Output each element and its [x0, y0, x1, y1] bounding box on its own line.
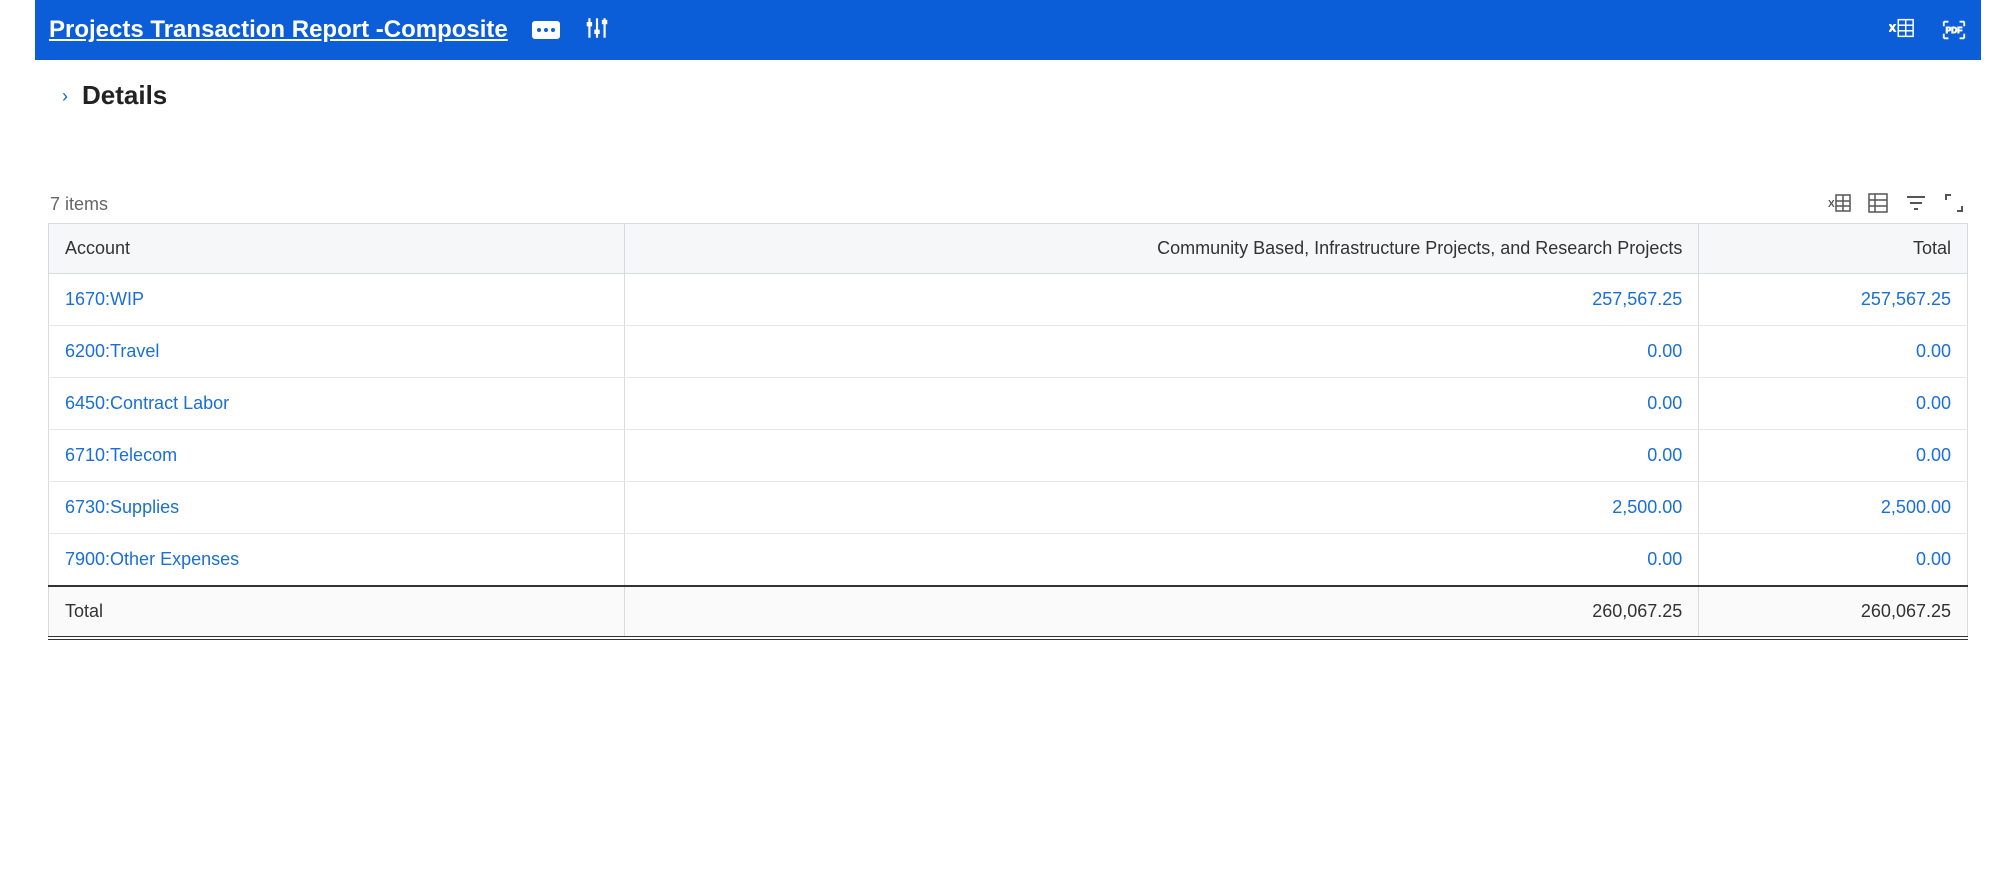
- total-value-cell[interactable]: 2,500.00: [1699, 482, 1968, 534]
- total-group-cell: 260,067.25: [624, 586, 1699, 638]
- table-row: 6450:Contract Labor 0.00 0.00: [49, 378, 1968, 430]
- export-excel-button[interactable]: X: [1889, 15, 1915, 46]
- pdf-icon: PDF: [1941, 17, 1967, 43]
- account-cell: 6710:Telecom: [49, 430, 625, 482]
- total-value: 0.00: [1916, 393, 1951, 413]
- table-header-row: Account Community Based, Infrastructure …: [49, 224, 1968, 274]
- item-count: 7 items: [50, 194, 108, 215]
- more-actions-button[interactable]: [532, 21, 560, 39]
- total-value-cell[interactable]: 0.00: [1699, 430, 1968, 482]
- group-value: 0.00: [1647, 549, 1682, 569]
- group-value-cell[interactable]: 2,500.00: [624, 482, 1699, 534]
- ellipsis-icon: [537, 28, 555, 32]
- table-export-excel-button[interactable]: X: [1828, 191, 1852, 215]
- group-value: 0.00: [1647, 341, 1682, 361]
- col-header-total[interactable]: Total: [1699, 224, 1968, 274]
- group-value-cell[interactable]: 257,567.25: [624, 274, 1699, 326]
- table-row: 7900:Other Expenses 0.00 0.00: [49, 534, 1968, 586]
- excel-icon: X: [1889, 15, 1915, 41]
- group-value-cell[interactable]: 0.00: [624, 534, 1699, 586]
- table-grid-options-button[interactable]: [1866, 191, 1890, 215]
- total-value: 2,500.00: [1881, 497, 1951, 517]
- total-value-cell[interactable]: 257,567.25: [1699, 274, 1968, 326]
- total-value-cell[interactable]: 0.00: [1699, 378, 1968, 430]
- table-row: 6200:Travel 0.00 0.00: [49, 326, 1968, 378]
- table-row: 6730:Supplies 2,500.00 2,500.00: [49, 482, 1968, 534]
- filter-settings-button[interactable]: [584, 15, 610, 46]
- group-value-cell[interactable]: 0.00: [624, 378, 1699, 430]
- account-cell: 7900:Other Expenses: [49, 534, 625, 586]
- account-link[interactable]: 6450:Contract Labor: [65, 393, 229, 413]
- table-toolbar: 7 items X: [48, 191, 1968, 223]
- filter-lines-icon: [1904, 191, 1928, 215]
- table-row: 6710:Telecom 0.00 0.00: [49, 430, 1968, 482]
- group-value: 0.00: [1647, 393, 1682, 413]
- grid-options-icon: [1866, 191, 1890, 215]
- total-value: 257,567.25: [1861, 289, 1951, 309]
- excel-small-icon: X: [1828, 191, 1852, 215]
- col-header-group[interactable]: Community Based, Infrastructure Projects…: [624, 224, 1699, 274]
- total-value-cell[interactable]: 0.00: [1699, 326, 1968, 378]
- account-link[interactable]: 6710:Telecom: [65, 445, 177, 465]
- account-cell: 1670:WIP: [49, 274, 625, 326]
- account-link[interactable]: 6730:Supplies: [65, 497, 179, 517]
- account-cell: 6450:Contract Labor: [49, 378, 625, 430]
- account-cell: 6200:Travel: [49, 326, 625, 378]
- group-value: 257,567.25: [1592, 289, 1682, 309]
- table-row: 1670:WIP 257,567.25 257,567.25: [49, 274, 1968, 326]
- expand-icon: [1942, 191, 1966, 215]
- report-table: Account Community Based, Infrastructure …: [48, 223, 1968, 640]
- group-value-cell[interactable]: 0.00: [624, 430, 1699, 482]
- group-value: 0.00: [1647, 445, 1682, 465]
- total-label-cell: Total: [49, 586, 625, 638]
- svg-text:X: X: [1889, 23, 1896, 34]
- sliders-icon: [584, 15, 610, 41]
- total-value: 0.00: [1916, 549, 1951, 569]
- table-total-row: Total260,067.25260,067.25: [49, 586, 1968, 638]
- total-value: 0.00: [1916, 445, 1951, 465]
- report-title-link[interactable]: Projects Transaction Report -Composite: [49, 16, 508, 44]
- details-heading: Details: [82, 80, 167, 111]
- total-total-cell: 260,067.25: [1699, 586, 1968, 638]
- chevron-right-icon: ›: [62, 87, 68, 105]
- group-value: 2,500.00: [1612, 497, 1682, 517]
- report-header-bar: Projects Transaction Report -Composite X: [35, 0, 1981, 60]
- table-fullscreen-button[interactable]: [1942, 191, 1966, 215]
- group-value-cell[interactable]: 0.00: [624, 326, 1699, 378]
- col-header-account[interactable]: Account: [49, 224, 625, 274]
- pdf-badge-text: PDF: [1946, 25, 1963, 35]
- total-value: 0.00: [1916, 341, 1951, 361]
- account-cell: 6730:Supplies: [49, 482, 625, 534]
- account-link[interactable]: 6200:Travel: [65, 341, 159, 361]
- account-link[interactable]: 7900:Other Expenses: [65, 549, 239, 569]
- details-section-header[interactable]: › Details: [48, 60, 1968, 111]
- export-pdf-button[interactable]: PDF: [1941, 17, 1967, 43]
- svg-text:X: X: [1828, 199, 1835, 210]
- total-value-cell[interactable]: 0.00: [1699, 534, 1968, 586]
- table-filter-button[interactable]: [1904, 191, 1928, 215]
- account-link[interactable]: 1670:WIP: [65, 289, 144, 309]
